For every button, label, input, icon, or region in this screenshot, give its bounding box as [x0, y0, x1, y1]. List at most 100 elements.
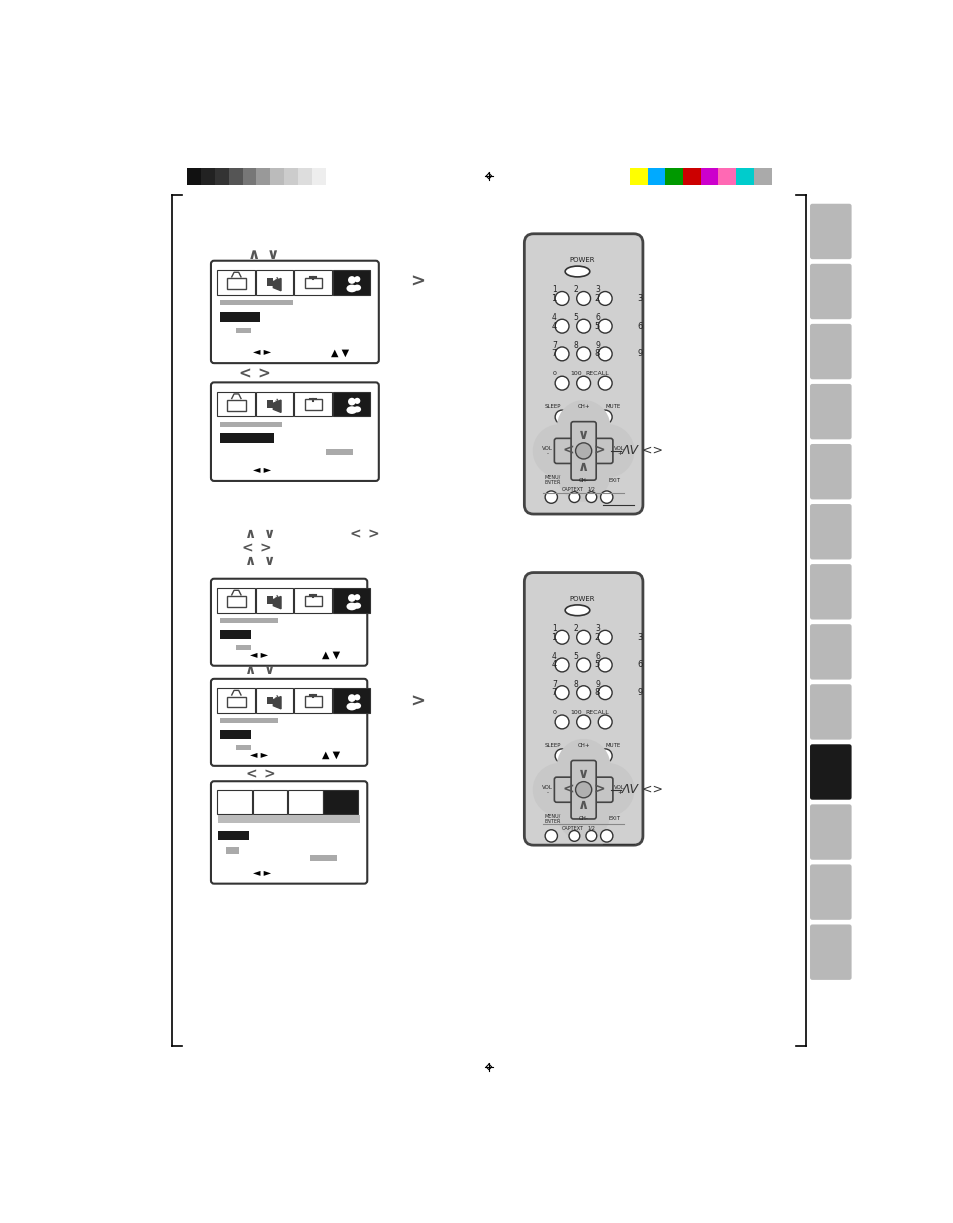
- Text: ◄ ►: ◄ ►: [250, 750, 268, 759]
- Bar: [220, 300, 293, 306]
- Text: 2: 2: [573, 285, 578, 295]
- Circle shape: [577, 630, 590, 645]
- Bar: [294, 270, 332, 295]
- Circle shape: [598, 715, 612, 729]
- Text: ▲ ▼: ▲ ▼: [322, 750, 340, 759]
- Text: VOL
-: VOL -: [541, 784, 553, 795]
- Text: ◄ ►: ◄ ►: [253, 868, 271, 878]
- Text: ΛV <>: ΛV <>: [621, 444, 663, 457]
- FancyBboxPatch shape: [554, 777, 612, 802]
- Polygon shape: [274, 697, 281, 709]
- FancyBboxPatch shape: [524, 234, 642, 514]
- Circle shape: [600, 829, 612, 843]
- Bar: [323, 790, 357, 813]
- Bar: [220, 422, 281, 427]
- Bar: [267, 279, 274, 286]
- Bar: [242, 169, 256, 185]
- Text: 6: 6: [637, 322, 642, 330]
- Text: 7: 7: [552, 680, 557, 689]
- Text: ∧: ∧: [245, 527, 256, 541]
- Circle shape: [348, 695, 355, 702]
- Text: 2: 2: [594, 632, 599, 642]
- Circle shape: [544, 829, 557, 843]
- FancyBboxPatch shape: [554, 438, 612, 464]
- Bar: [235, 745, 251, 751]
- Text: ◄ ►: ◄ ►: [253, 465, 272, 476]
- FancyBboxPatch shape: [809, 624, 851, 680]
- Bar: [227, 279, 245, 289]
- Bar: [256, 169, 270, 185]
- Text: 9: 9: [637, 350, 642, 358]
- Bar: [235, 328, 251, 333]
- Text: ▲ ▼: ▲ ▼: [331, 347, 349, 357]
- Text: 9: 9: [595, 341, 599, 350]
- Text: <: <: [561, 444, 573, 457]
- Bar: [333, 391, 370, 416]
- Ellipse shape: [558, 439, 588, 464]
- Bar: [333, 270, 370, 295]
- Circle shape: [598, 630, 612, 645]
- Circle shape: [555, 686, 568, 700]
- Text: ∧: ∧: [578, 799, 589, 812]
- Text: 7: 7: [552, 341, 557, 350]
- FancyBboxPatch shape: [809, 865, 851, 920]
- Bar: [227, 597, 245, 608]
- Bar: [217, 815, 360, 823]
- Text: 4: 4: [551, 322, 556, 330]
- Text: >: >: [367, 527, 379, 541]
- Bar: [227, 400, 245, 411]
- Bar: [305, 596, 321, 607]
- Bar: [217, 689, 254, 713]
- Bar: [718, 169, 736, 185]
- Text: ∨: ∨: [264, 554, 274, 567]
- Bar: [255, 588, 293, 613]
- Text: 8: 8: [594, 689, 599, 697]
- Text: 1: 1: [551, 632, 556, 642]
- FancyBboxPatch shape: [211, 260, 378, 363]
- Ellipse shape: [353, 603, 361, 609]
- Circle shape: [555, 658, 568, 671]
- Circle shape: [600, 490, 612, 504]
- FancyBboxPatch shape: [532, 243, 635, 294]
- Text: 5: 5: [573, 652, 578, 660]
- Text: 6: 6: [637, 660, 642, 669]
- Ellipse shape: [578, 439, 607, 464]
- Ellipse shape: [353, 406, 361, 412]
- Bar: [325, 449, 353, 455]
- Bar: [267, 697, 274, 704]
- Bar: [229, 169, 242, 185]
- Text: CAPTEXT: CAPTEXT: [561, 826, 583, 830]
- Bar: [253, 790, 287, 813]
- Text: ◄ ►: ◄ ►: [250, 649, 268, 660]
- Ellipse shape: [571, 784, 595, 815]
- Circle shape: [568, 492, 579, 503]
- Bar: [294, 588, 332, 613]
- Circle shape: [598, 748, 612, 763]
- Polygon shape: [274, 400, 281, 412]
- Bar: [305, 400, 321, 410]
- Text: 2: 2: [573, 624, 578, 634]
- Circle shape: [555, 630, 568, 645]
- Text: 7: 7: [551, 689, 557, 697]
- Bar: [255, 270, 293, 295]
- Bar: [333, 588, 370, 613]
- Ellipse shape: [564, 605, 589, 615]
- Text: 5: 5: [594, 322, 599, 330]
- Bar: [220, 630, 251, 638]
- Bar: [214, 169, 229, 185]
- Text: ◄ ►: ◄ ►: [253, 347, 272, 357]
- Bar: [629, 169, 647, 185]
- FancyBboxPatch shape: [571, 761, 596, 819]
- Ellipse shape: [578, 778, 607, 802]
- Bar: [201, 169, 214, 185]
- Bar: [217, 588, 361, 613]
- Text: ΛV <>: ΛV <>: [621, 783, 663, 796]
- Circle shape: [575, 443, 591, 459]
- Bar: [267, 597, 274, 604]
- Ellipse shape: [346, 603, 356, 610]
- Circle shape: [577, 319, 590, 333]
- Circle shape: [555, 377, 568, 390]
- Bar: [217, 270, 254, 295]
- Circle shape: [577, 686, 590, 700]
- FancyBboxPatch shape: [211, 781, 367, 884]
